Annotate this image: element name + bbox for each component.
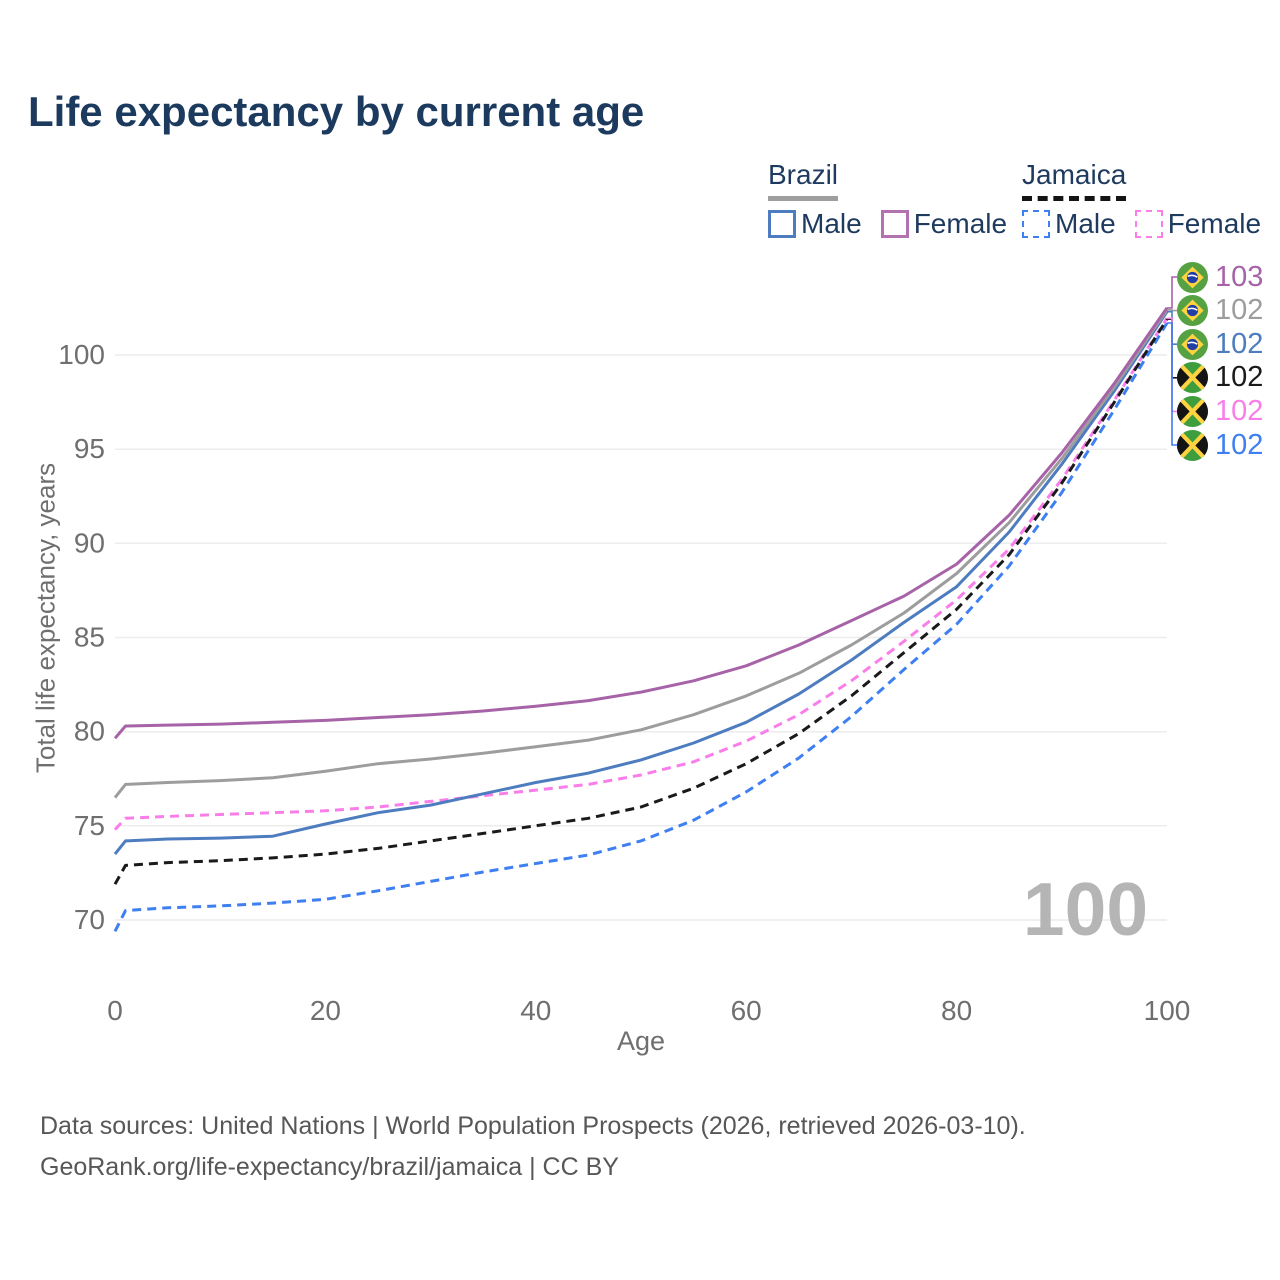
legend-swatch-brazil-female-icon xyxy=(880,209,909,238)
y-tick-85: 85 xyxy=(74,622,105,653)
end-label-row-jamaica-male[interactable]: 102 xyxy=(1177,429,1263,461)
end-label-row-brazil-both-sexes[interactable]: 102 xyxy=(1177,295,1263,327)
legend-group-brazil: Brazil Male Female xyxy=(768,159,1026,240)
end-label-value: 102 xyxy=(1215,327,1264,360)
x-tick-80: 80 xyxy=(941,995,972,1026)
series-line-brazil-female[interactable] xyxy=(113,307,1169,740)
legend-label-brazil-male: Male xyxy=(801,207,862,239)
end-label-row-brazil-female[interactable]: 103 xyxy=(1177,261,1263,293)
legend-item-brazil-female[interactable]: Female xyxy=(880,207,1008,240)
end-label-connector xyxy=(1167,276,1177,309)
end-label-value: 102 xyxy=(1215,394,1264,427)
x-tick-0: 0 xyxy=(107,995,123,1026)
series-line-jamaica-female[interactable] xyxy=(113,317,1169,831)
legend-label-jamaica-female: Female xyxy=(1167,207,1262,239)
legend-label-brazil-female: Female xyxy=(913,207,1008,239)
legend-swatch-jamaica-male-icon xyxy=(1022,209,1050,238)
y-tick-70: 70 xyxy=(74,904,105,935)
brazil-flag-icon xyxy=(1177,261,1208,293)
end-label-row-brazil-male[interactable]: 102 xyxy=(1177,328,1263,360)
page-title: Life expectancy by current age xyxy=(28,88,645,135)
watermark: 100 xyxy=(1022,867,1149,951)
x-tick-40: 40 xyxy=(520,995,551,1026)
end-label-connector xyxy=(1167,322,1177,446)
series-line-brazil-male[interactable] xyxy=(113,310,1169,856)
end-label-value: 102 xyxy=(1215,294,1264,327)
legend-country-jamaica[interactable]: Jamaica xyxy=(1022,159,1127,201)
y-tick-80: 80 xyxy=(74,716,105,747)
brazil-flag-icon xyxy=(1177,328,1208,360)
series-line-jamaica-male[interactable] xyxy=(113,322,1169,932)
x-tick-60: 60 xyxy=(731,995,762,1026)
footer-line-2: GeoRank.org/life-expectancy/brazil/jamai… xyxy=(40,1153,619,1181)
jamaica-flag-icon xyxy=(1177,429,1208,461)
legend-swatch-brazil-male-icon xyxy=(768,209,796,238)
y-tick-90: 90 xyxy=(74,527,105,558)
x-tick-20: 20 xyxy=(310,995,341,1026)
end-label-value: 102 xyxy=(1215,428,1264,461)
y-tick-95: 95 xyxy=(74,433,105,464)
legend-item-brazil-male[interactable]: Male xyxy=(768,208,862,240)
brazil-flag-icon xyxy=(1177,295,1208,327)
series-line-jamaica-both-sexes[interactable] xyxy=(113,318,1169,885)
legend-swatch-jamaica-female-icon xyxy=(1134,209,1163,238)
footer-line-1: Data sources: United Nations | World Pop… xyxy=(40,1112,1026,1140)
end-label-value: 102 xyxy=(1215,361,1264,394)
x-axis-title: Age xyxy=(616,1026,666,1056)
series-line-brazil-both-sexes[interactable] xyxy=(113,308,1169,799)
jamaica-flag-icon xyxy=(1177,362,1208,394)
y-tick-75: 75 xyxy=(74,810,105,841)
footer: Data sources: United Nations | World Pop… xyxy=(40,1106,1026,1188)
end-label-row-jamaica-female[interactable]: 102 xyxy=(1177,395,1263,427)
y-tick-100: 100 xyxy=(58,339,105,370)
legend-item-jamaica-female[interactable]: Female xyxy=(1134,207,1262,240)
legend-group-jamaica: Jamaica Male Female xyxy=(1022,159,1280,240)
y-axis-title: Total life expectancy, years xyxy=(30,462,61,774)
legend-item-jamaica-male[interactable]: Male xyxy=(1022,208,1116,240)
end-label-value: 103 xyxy=(1215,260,1264,293)
end-label-connector xyxy=(1167,309,1177,312)
end-label-row-jamaica-both-sexes[interactable]: 102 xyxy=(1177,362,1263,394)
jamaica-flag-icon xyxy=(1177,395,1208,427)
legend-country-brazil[interactable]: Brazil xyxy=(768,159,839,201)
x-tick-100: 100 xyxy=(1144,995,1191,1026)
legend-label-jamaica-male: Male xyxy=(1055,207,1116,239)
